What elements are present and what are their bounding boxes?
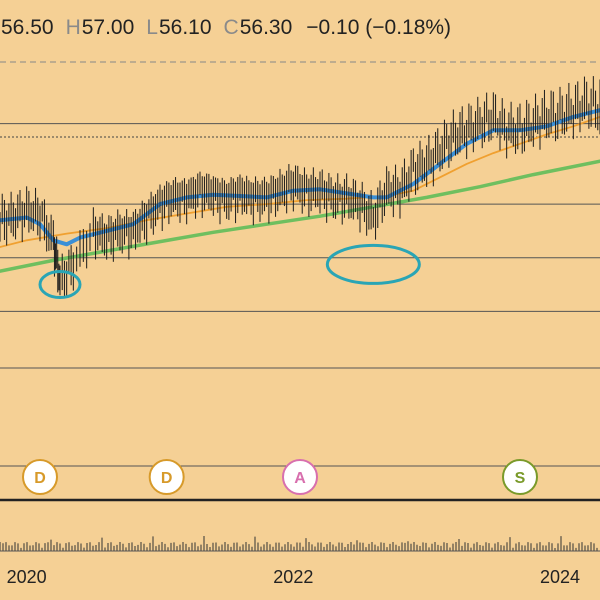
slow-moving-average-line: [0, 159, 600, 273]
price-change: −0.10 (−0.18%): [306, 16, 452, 39]
x-tick-label: 2022: [273, 567, 313, 587]
high-key: H: [65, 16, 81, 39]
dividend-event-label: D: [161, 470, 173, 487]
highlight-circle-0: [38, 270, 82, 300]
close-key: C: [223, 16, 239, 39]
low-value: 56.10: [158, 16, 212, 39]
open-value: 56.50: [1, 16, 54, 39]
x-tick-label: 2024: [540, 567, 580, 587]
dividend-event-marker: [148, 459, 185, 495]
highlight-circle-1: [325, 243, 421, 285]
split-event-marker: [502, 459, 538, 495]
dividend-event-marker: [22, 459, 58, 495]
high-price: H 57.00: [66, 16, 135, 40]
close-value: 56.30: [239, 16, 293, 39]
low-key: L: [146, 16, 158, 39]
x-tick-label: 2020: [7, 567, 47, 587]
analyst-event-label: A: [294, 470, 306, 487]
low-price: L 56.10: [146, 16, 211, 40]
dividend-event-label: D: [34, 470, 46, 487]
open-price: 56.50: [0, 16, 54, 40]
analyst-event-marker: [282, 459, 318, 495]
ohlc-readout: 56.50 H 57.00 L 56.10 C 56.30 −0.10 (−0.…: [0, 10, 451, 46]
close-price: C 56.30: [224, 16, 293, 40]
split-event-label: S: [515, 470, 526, 487]
high-value: 57.00: [81, 16, 135, 39]
